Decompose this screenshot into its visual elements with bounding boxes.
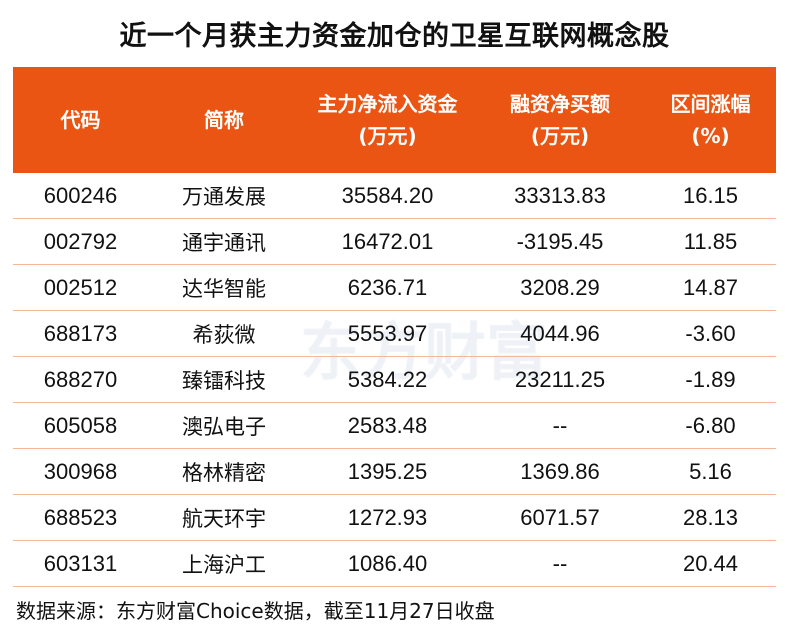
period-change: 5.16 — [689, 458, 732, 484]
margin-net-buy: -3195.45 — [516, 228, 604, 254]
main-inflow: 1086.40 — [347, 550, 428, 576]
margin-net-buy: 1369.86 — [520, 458, 600, 484]
stock-name: 达华智能 — [182, 276, 266, 301]
data-table: 代码 简称 主力净流入资金 (万元) 融资净买额 (万元) 区间涨幅 (%) 60024… — [13, 67, 776, 587]
main-inflow: 35584.20 — [341, 182, 434, 208]
period-change: 14.87 — [682, 274, 739, 300]
stock-name: 格林精密 — [182, 460, 266, 485]
stock-name: 航天环宇 — [182, 506, 266, 531]
page-title: 近一个月获主力资金加仓的卫星互联网概念股 — [119, 21, 670, 52]
table-row: 603131 上海沪工 1086.40 -- 20.44 — [13, 541, 776, 587]
source-note: 数据来源：东方财富Choice数据，截至11月27日收盘 — [16, 599, 495, 623]
period-change: -6.80 — [685, 412, 736, 438]
column-header: 简称 — [204, 108, 244, 132]
stock-code: 603131 — [43, 550, 118, 576]
stock-code: 002792 — [43, 228, 118, 254]
main-inflow: 5384.22 — [347, 366, 428, 392]
table-row: 688270 臻镭科技 5384.22 23211.25 -1.89 — [13, 357, 776, 403]
main-inflow: 2583.48 — [347, 412, 428, 438]
main-inflow: 1395.25 — [347, 458, 428, 484]
table-row: 002512 达华智能 6236.71 3208.29 14.87 — [13, 265, 776, 311]
margin-net-buy: 6071.57 — [520, 504, 600, 530]
table-row: 688523 航天环宇 1272.93 6071.57 28.13 — [13, 495, 776, 541]
stock-code: 688270 — [43, 366, 118, 392]
margin-net-buy: 23211.25 — [514, 366, 606, 392]
table-row: 300968 格林精密 1395.25 1369.86 5.16 — [13, 449, 776, 495]
table-row: 600246 万通发展 35584.20 33313.83 16.15 — [13, 173, 776, 219]
column-header: 区间涨幅 (%) — [670, 92, 751, 148]
period-change: -3.60 — [685, 320, 736, 346]
stock-code: 300968 — [43, 458, 118, 484]
period-change: 16.15 — [682, 182, 739, 208]
stock-code: 600246 — [43, 182, 118, 208]
stock-name: 上海沪工 — [182, 552, 266, 577]
column-header: 主力净流入资金 (万元) — [317, 92, 458, 148]
column-header: 融资净买额 (万元) — [510, 92, 610, 148]
stock-code: 605058 — [43, 412, 118, 438]
stock-name: 臻镭科技 — [182, 368, 266, 393]
period-change: -1.89 — [685, 366, 736, 392]
period-change: 11.85 — [683, 228, 738, 254]
stock-name: 澳弘电子 — [182, 414, 266, 439]
stock-code: 002512 — [43, 274, 118, 300]
table-row: 688173 希荻微 5553.97 4044.96 -3.60 — [13, 311, 776, 357]
main-inflow: 1272.93 — [347, 504, 428, 530]
period-change: 28.13 — [682, 504, 739, 530]
stock-code: 688173 — [43, 320, 118, 346]
margin-net-buy: -- — [552, 412, 568, 438]
margin-net-buy: 3208.29 — [520, 274, 600, 300]
stock-code: 688523 — [43, 504, 118, 530]
margin-net-buy: -- — [552, 550, 568, 576]
table-header: 代码 简称 主力净流入资金 (万元) 融资净买额 (万元) 区间涨幅 (%) — [13, 67, 776, 173]
main-inflow: 5553.97 — [347, 320, 428, 346]
main-inflow: 6236.71 — [347, 274, 428, 300]
margin-net-buy: 4044.96 — [520, 320, 600, 346]
column-header: 代码 — [60, 108, 101, 132]
stock-name: 通宇通讯 — [182, 230, 266, 255]
table-row: 605058 澳弘电子 2583.48 -- -6.80 — [13, 403, 776, 449]
main-inflow: 16472.01 — [341, 228, 434, 254]
period-change: 20.44 — [682, 550, 739, 576]
table-row: 002792 通宇通讯 16472.01 -3195.45 11.85 — [13, 219, 776, 265]
stock-name: 希荻微 — [192, 322, 256, 347]
margin-net-buy: 33313.83 — [514, 182, 606, 208]
table-body: 600246 万通发展 35584.20 33313.83 16.15 002792 通宇通… — [13, 173, 776, 587]
stock-name: 万通发展 — [182, 184, 266, 209]
